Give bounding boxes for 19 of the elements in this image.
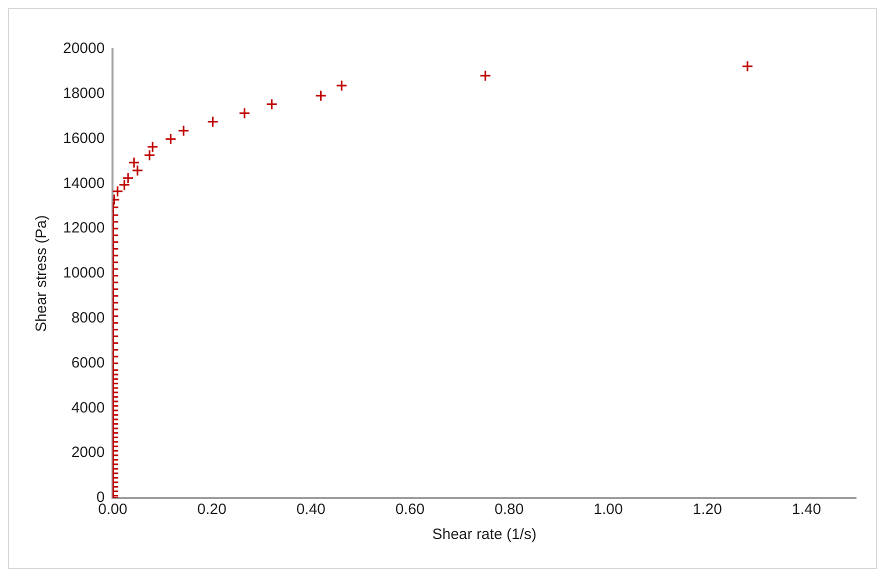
y-tick-label: 8000 [71,310,105,327]
y-tick-label: 16000 [62,130,105,147]
y-tick-label: 6000 [71,354,105,372]
x-axis-title: Shear rate (1/s) [432,526,536,544]
x-tick-label: 1.40 [792,501,822,518]
x-tick-label: 0.60 [395,501,425,518]
y-axis-title: Shear stress (Pa) [33,215,50,332]
x-tick-label: 0.20 [197,501,226,518]
y-tick-label: 18000 [62,85,105,102]
y-tick-label: 14000 [62,174,105,192]
x-tick-label: 0.80 [494,501,524,518]
y-tick-label: 12000 [62,220,105,237]
x-tick-label: 1.20 [692,501,722,518]
y-tick-label: 10000 [62,264,105,282]
y-tick-label: 2000 [71,444,105,462]
y-tick-label: 20000 [62,40,105,58]
x-tick-label: 1.00 [594,501,623,518]
x-tick-label: 0.40 [296,501,326,518]
y-tick-label: 4000 [71,399,105,416]
